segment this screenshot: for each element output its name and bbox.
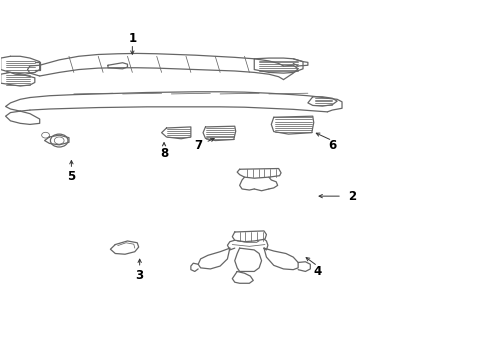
Text: 5: 5 (67, 170, 75, 183)
Text: 4: 4 (313, 265, 321, 278)
Text: 8: 8 (160, 147, 168, 159)
Text: 1: 1 (128, 32, 136, 45)
Text: 3: 3 (135, 269, 143, 282)
Text: 7: 7 (194, 139, 202, 152)
Text: 2: 2 (347, 190, 355, 203)
Text: 6: 6 (327, 139, 336, 152)
